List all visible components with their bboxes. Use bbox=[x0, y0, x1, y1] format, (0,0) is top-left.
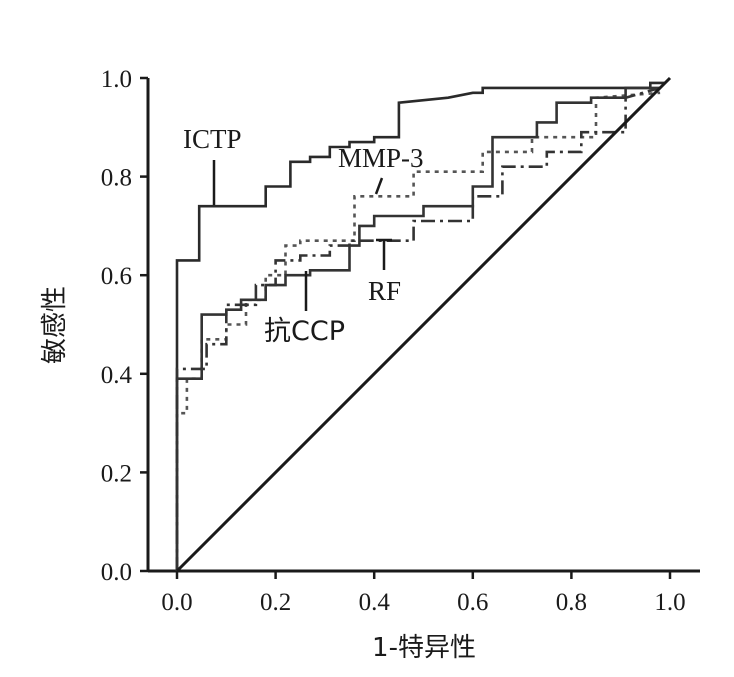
series-line-series-3 bbox=[175, 86, 661, 571]
label-leaders bbox=[212, 160, 392, 311]
y-axis-title: 敏感性 bbox=[40, 286, 70, 364]
label-leader-line bbox=[374, 177, 384, 195]
plot-area: 0.0 0.2 0.4 0.6 0.8 1.0 0.0 0.2 0.4 0.6 0.8 1.0 IC… bbox=[101, 66, 700, 616]
series-label: RF bbox=[368, 276, 401, 306]
series-label: 抗CCP bbox=[264, 316, 345, 347]
series-group bbox=[175, 76, 672, 573]
series-label: ICTP bbox=[183, 124, 242, 154]
series-line-series-1 bbox=[175, 91, 661, 571]
y-tick-label: 0.2 bbox=[101, 460, 132, 487]
x-tick-label: 0.4 bbox=[359, 589, 391, 616]
series-line-reference-diagonal bbox=[175, 76, 672, 573]
y-tick-label: 0.6 bbox=[101, 263, 132, 290]
x-axis-ticks: 0.0 0.2 0.4 0.6 0.8 1.0 bbox=[161, 571, 686, 616]
y-tick-label: 0.4 bbox=[101, 362, 133, 389]
x-axis-title: 1-特异性 bbox=[372, 633, 476, 663]
x-tick-label: 0.6 bbox=[457, 589, 488, 616]
x-tick-label: 0.2 bbox=[260, 589, 291, 616]
x-tick-label: 1.0 bbox=[654, 589, 685, 616]
y-tick-label: 0.8 bbox=[101, 165, 132, 192]
y-axis-ticks: 0.0 0.2 0.4 0.6 0.8 1.0 bbox=[101, 66, 148, 586]
series-label: MMP-3 bbox=[338, 143, 424, 173]
y-tick-label: 0.0 bbox=[101, 559, 132, 586]
series-line-series-0 bbox=[175, 81, 666, 571]
series-labels: ICTP MMP-3 RF 抗CCP bbox=[183, 124, 424, 347]
x-tick-label: 0.0 bbox=[161, 589, 192, 616]
y-tick-label: 1.0 bbox=[101, 66, 132, 93]
x-tick-label: 0.8 bbox=[556, 589, 587, 616]
